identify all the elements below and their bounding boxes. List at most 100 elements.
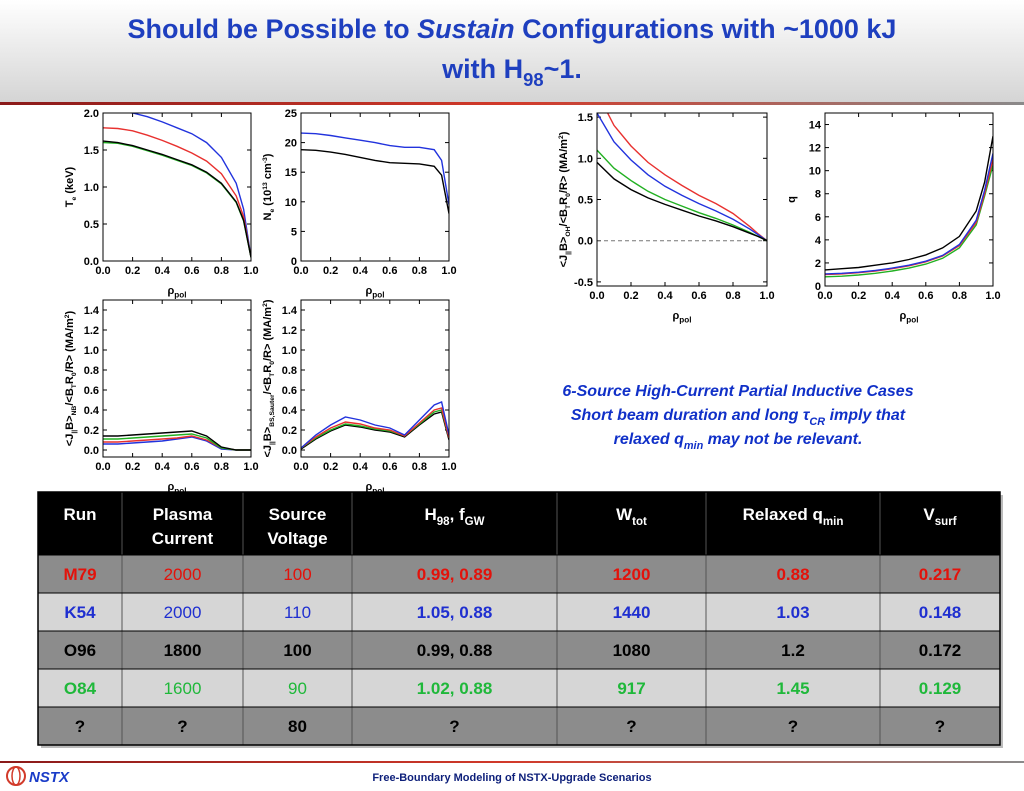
plot-frame bbox=[102, 112, 252, 262]
table-header bbox=[38, 492, 1000, 555]
rich-text: Voltage bbox=[267, 529, 327, 548]
text-segment: 2 bbox=[558, 135, 565, 139]
y-tick-label: 0.5 bbox=[84, 219, 99, 231]
footer-logo: NSTX bbox=[29, 769, 70, 786]
text-segment: /<B bbox=[262, 377, 274, 394]
plot-frame bbox=[300, 112, 450, 262]
text-segment: Source bbox=[269, 505, 327, 524]
x-tick-label: 0.2 bbox=[125, 265, 140, 277]
text-segment: pol bbox=[372, 291, 384, 300]
text-segment: R bbox=[64, 376, 76, 384]
text-segment: OH bbox=[565, 226, 572, 236]
x-tick-label: 1.0 bbox=[759, 290, 774, 302]
text-segment: imply that bbox=[825, 407, 906, 424]
text-segment: tot bbox=[632, 516, 647, 528]
y-tick-label: 1.0 bbox=[282, 345, 297, 357]
y-tick-label: 0 bbox=[291, 256, 297, 268]
text-segment: <J bbox=[64, 434, 76, 447]
text-segment: e bbox=[71, 197, 78, 201]
text-segment: 2 bbox=[64, 314, 71, 318]
data-line bbox=[606, 113, 767, 242]
text-segment: ρ bbox=[672, 310, 679, 322]
text-segment: Configurations with ~1000 kJ bbox=[515, 14, 897, 44]
x-tick-label: 0.2 bbox=[323, 461, 338, 473]
text-segment: <J bbox=[262, 445, 274, 458]
rich-text: Vsurf bbox=[923, 505, 956, 528]
text-segment: GW bbox=[465, 516, 485, 528]
text-segment: 0 bbox=[71, 372, 78, 376]
text-segment: pol bbox=[906, 316, 918, 325]
table-cell: 1800 bbox=[164, 641, 202, 660]
y-tick-label: 15 bbox=[285, 167, 297, 179]
y-tick-label: 0.0 bbox=[84, 256, 99, 268]
x-tick-label: 1.0 bbox=[441, 461, 456, 473]
text-segment: pol bbox=[174, 487, 186, 496]
x-tick-label: 0.6 bbox=[691, 290, 706, 302]
table-cell: 0.99, 0.88 bbox=[417, 641, 493, 660]
x-tick-label: 0.4 bbox=[353, 265, 369, 277]
table-cell: O96 bbox=[64, 641, 96, 660]
text-segment: T bbox=[64, 200, 76, 207]
y-tick-label: 0.2 bbox=[282, 425, 297, 437]
data-line bbox=[825, 153, 993, 275]
text-segment: /<B bbox=[64, 388, 76, 405]
text-segment: Should be Possible to bbox=[128, 14, 418, 44]
text-segment: B> bbox=[64, 415, 76, 429]
rich-text: Short beam duration and long τCR imply t… bbox=[571, 407, 906, 428]
x-tick-label: 0.4 bbox=[885, 290, 901, 302]
x-tick-label: 1.0 bbox=[243, 461, 258, 473]
text-segment: min bbox=[684, 440, 704, 452]
rich-text: Ne (1013 cm-3) bbox=[262, 153, 276, 220]
text-segment: || bbox=[565, 251, 572, 255]
data-line bbox=[301, 132, 449, 205]
y-tick-label: 8 bbox=[815, 189, 821, 201]
data-line bbox=[127, 113, 251, 258]
x-tick-label: 0.4 bbox=[657, 290, 673, 302]
data-line bbox=[103, 430, 251, 451]
y-tick-label: 10 bbox=[809, 166, 821, 178]
y-tick-label: 25 bbox=[285, 108, 297, 120]
y-tick-label: 2 bbox=[815, 258, 821, 270]
rich-text: 6-Source High-Current Partial Inductive … bbox=[562, 383, 913, 400]
x-tick-label: 1.0 bbox=[985, 290, 1000, 302]
text-segment: 0 bbox=[269, 361, 276, 365]
table-cell: 1200 bbox=[613, 565, 651, 584]
table-frame bbox=[37, 491, 1001, 746]
table-cell: 0.217 bbox=[919, 565, 962, 584]
table-row bbox=[38, 669, 1000, 707]
text-segment: 0 bbox=[565, 193, 572, 197]
table-cell: 1440 bbox=[613, 603, 651, 622]
text-segment: 2 bbox=[262, 303, 269, 307]
text-segment: min bbox=[823, 516, 844, 528]
x-tick-label: 0.8 bbox=[412, 461, 427, 473]
x-tick-label: 0.2 bbox=[323, 265, 338, 277]
text-segment: ρ bbox=[365, 285, 372, 297]
data-line bbox=[597, 161, 767, 242]
y-tick-label: 1.0 bbox=[578, 153, 593, 165]
y-tick-label: 0.6 bbox=[282, 385, 297, 397]
text-segment: ρ bbox=[899, 310, 906, 322]
table-cell: 2000 bbox=[164, 565, 202, 584]
text-segment: Voltage bbox=[267, 529, 327, 548]
table-cell: 1.02, 0.88 bbox=[417, 679, 493, 698]
text-segment: Plasma bbox=[153, 505, 213, 524]
table-row bbox=[38, 555, 1000, 593]
text-segment: CR bbox=[809, 416, 825, 428]
data-line bbox=[301, 409, 449, 449]
y-tick-label: 4 bbox=[815, 235, 822, 247]
header-band bbox=[0, 0, 1024, 103]
rich-text: ρpol bbox=[167, 285, 186, 300]
rich-text: ρpol bbox=[899, 310, 918, 325]
logo-ring bbox=[6, 766, 26, 786]
text-segment: q bbox=[786, 196, 798, 203]
x-tick-label: 0.2 bbox=[125, 461, 140, 473]
x-tick-label: 0.6 bbox=[918, 290, 933, 302]
table-cell: ? bbox=[449, 717, 459, 736]
y-tick-label: 1.2 bbox=[282, 325, 297, 337]
plot-frame bbox=[824, 112, 994, 287]
rich-text: ρpol bbox=[365, 285, 384, 300]
y-tick-label: 0.8 bbox=[282, 365, 297, 377]
text-segment: Current bbox=[152, 529, 214, 548]
text-segment: /R> (MA/m bbox=[64, 318, 76, 372]
text-segment: R bbox=[262, 365, 274, 373]
